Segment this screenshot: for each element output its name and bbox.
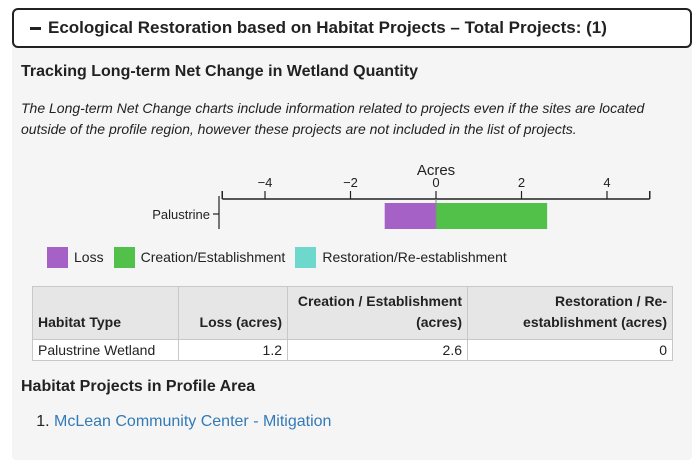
legend-swatch — [47, 246, 68, 268]
section-title: Tracking Long-term Net Change in Wetland… — [21, 63, 419, 80]
x-tick-label: −2 — [343, 175, 358, 190]
x-tick-label: 2 — [518, 175, 525, 190]
bar-loss — [384, 203, 436, 229]
y-tick-label: Palustrine — [152, 207, 210, 222]
projects-title: Habitat Projects in Profile Area — [21, 378, 256, 395]
col-loss-label: Loss (acres) — [199, 314, 282, 330]
cell-restoration: 0 — [467, 339, 673, 361]
legend-item: Loss — [47, 246, 104, 268]
projects-list: McLean Community Center - Mitigation — [24, 413, 331, 431]
cell-habitat-type: Palustrine Wetland — [32, 339, 179, 361]
legend-item: Creation/Establishment — [113, 246, 286, 268]
legend-swatch — [295, 246, 317, 268]
col-loss: Loss (acres) — [178, 286, 288, 340]
x-tick-label: −4 — [258, 175, 273, 190]
list-item: McLean Community Center - Mitigation — [54, 413, 331, 431]
bar-creation-establishment — [436, 203, 548, 229]
cell-creation: 2.6 — [287, 339, 468, 361]
net-change-chart: −4 −2 0 2 4 Acres Palustrine — [152, 162, 651, 229]
col-creation: Creation / Establishment (acres) — [287, 286, 468, 340]
legend-label: Loss — [74, 249, 104, 265]
collapse-minus-icon[interactable] — [30, 26, 41, 30]
col-restoration: Restoration / Re-establishment (acres) — [467, 286, 673, 340]
legend-label: Creation/Establishment — [140, 249, 286, 265]
chart-note: The Long-term Net Change charts include … — [21, 100, 645, 137]
project-link[interactable]: McLean Community Center - Mitigation — [54, 413, 332, 430]
col-creation-label: Creation / Establishment (acres) — [297, 293, 462, 330]
panel-header-toggle[interactable]: Ecological Restoration based on Habitat … — [12, 8, 692, 48]
col-habitat-type: Habitat Type — [32, 286, 179, 340]
habitat-table: Habitat Type Loss (acres) Creation / Est… — [32, 286, 673, 361]
col-restoration-label: Restoration / Re-establishment (acres) — [523, 293, 667, 330]
table-row: Palustrine Wetland 1.2 2.6 0 — [32, 339, 673, 361]
legend-label: Restoration/Re-establishment — [322, 249, 507, 265]
legend-swatch — [113, 246, 135, 268]
table-header-row: Habitat Type Loss (acres) Creation / Est… — [32, 286, 673, 340]
x-axis-title: Acres — [417, 162, 455, 179]
chart-legend: Loss Creation/Establishment Restoration/Re… — [47, 245, 517, 269]
cell-loss: 1.2 — [178, 339, 288, 361]
x-tick-label: 4 — [603, 175, 610, 190]
legend-item: Restoration/Re-establishment — [295, 246, 507, 268]
x-tick-label: 0 — [432, 175, 439, 190]
habitat-projects-panel: Ecological Restoration based on Habitat … — [12, 8, 692, 460]
panel-header-title: Ecological Restoration based on Habitat … — [48, 18, 607, 37]
